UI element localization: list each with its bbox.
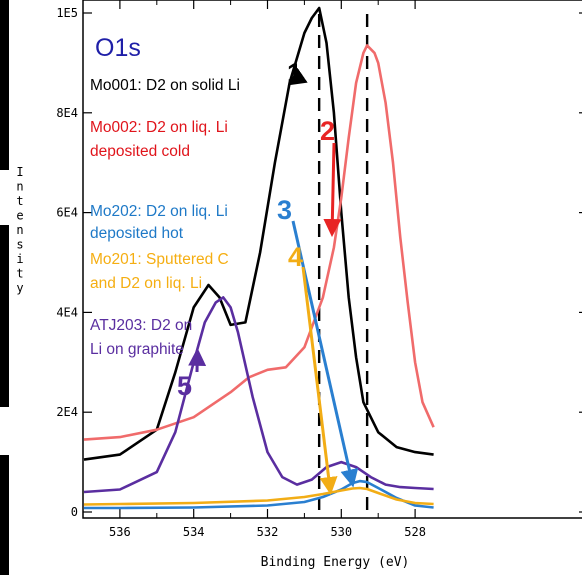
plot-frame xyxy=(82,0,582,519)
y-tick-label: 8E4 xyxy=(56,106,78,120)
x-tick-label: 528 xyxy=(404,525,426,539)
x-tick-label: 534 xyxy=(183,525,205,539)
legend-entry: Mo001: D2 on solid Li xyxy=(90,77,240,94)
x-tick-label: 530 xyxy=(330,525,352,539)
annotation-arrows: 12 3 4 5 xyxy=(177,58,359,496)
annotation-number: 2 xyxy=(320,116,335,146)
legend-entry: Mo002: D2 on liq. Li xyxy=(90,119,228,136)
legend-entry: Mo201: Sputtered C xyxy=(90,251,229,268)
annotation-arrow xyxy=(301,266,338,496)
series-line xyxy=(83,6,434,461)
annotation-arrow xyxy=(291,220,359,488)
series-line xyxy=(83,486,434,506)
x-tick-label: 536 xyxy=(109,525,131,539)
y-tick-label: 6E4 xyxy=(56,206,78,220)
y-tick-label: 0 xyxy=(71,505,78,519)
legend-entry: ATJ203: D2 on xyxy=(90,317,192,334)
y-tick-label: 1E5 xyxy=(56,6,78,20)
annotation-number: 5 xyxy=(177,371,192,401)
series-line xyxy=(83,44,435,441)
annotation-arrow xyxy=(287,67,308,86)
panel-title: O1s xyxy=(95,34,141,62)
annotation-number: 4 xyxy=(288,242,303,272)
series-line xyxy=(83,296,434,494)
legend: Mo001: D2 on solid Li Mo002: D2 on liq. L… xyxy=(90,77,240,358)
legend-entry: and D2 on liq. Li xyxy=(90,275,202,292)
annotation-number: 1 xyxy=(287,58,302,88)
edge-bars xyxy=(0,0,9,575)
annotation-arrow xyxy=(323,142,342,238)
x-tick-label: 532 xyxy=(257,525,279,539)
legend-entry: deposited hot xyxy=(90,225,184,242)
y-tick-label: 2E4 xyxy=(56,405,78,419)
x-axis-label: Binding Energy (eV) xyxy=(261,555,410,570)
legend-entry: Mo202: D2 on liq. Li xyxy=(90,203,228,220)
annotation-number: 3 xyxy=(277,195,292,225)
legend-entry: deposited cold xyxy=(90,143,190,160)
y-tick-label: 4E4 xyxy=(56,305,78,319)
legend-entry: Li on graphite xyxy=(90,341,184,358)
